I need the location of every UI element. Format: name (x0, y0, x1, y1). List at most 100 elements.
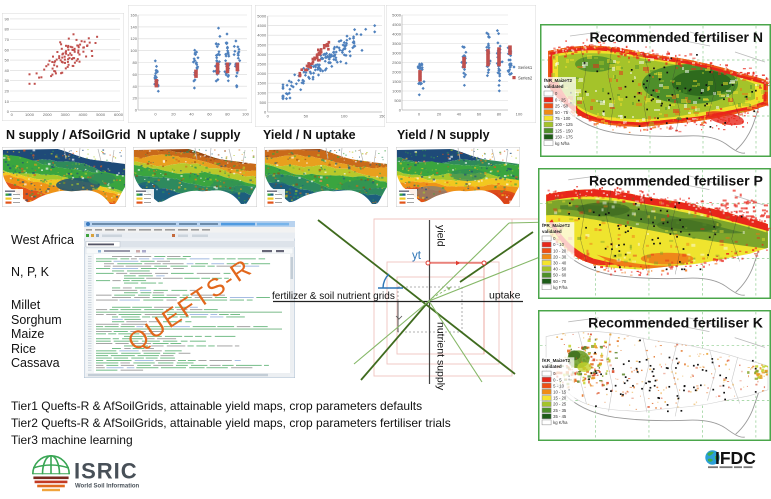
svg-text:2500: 2500 (257, 62, 267, 67)
svg-text:3500: 3500 (257, 42, 267, 47)
svg-text:5000: 5000 (96, 112, 106, 117)
svg-text:60: 60 (477, 112, 482, 117)
svg-text:3000: 3000 (392, 51, 402, 56)
svg-text:Series2: Series2 (518, 76, 533, 81)
svg-text:fNR_MaizeT2: fNR_MaizeT2 (544, 78, 573, 83)
svg-text:125 - 150: 125 - 150 (555, 128, 573, 133)
svg-text:0: 0 (135, 108, 138, 113)
svg-text:nutrient supply: nutrient supply (435, 322, 447, 391)
svg-text:60: 60 (207, 112, 212, 117)
svg-text:4500: 4500 (392, 22, 402, 27)
svg-text:20: 20 (133, 96, 138, 101)
svg-text:kg N/ha: kg N/ha (555, 141, 570, 146)
svg-text:30: 30 (5, 78, 10, 83)
svg-text:120: 120 (130, 36, 137, 41)
svg-text:1000: 1000 (392, 89, 402, 94)
svg-text:80: 80 (5, 27, 10, 32)
svg-text:100: 100 (516, 112, 523, 117)
svg-text:20 - 25: 20 - 25 (553, 402, 567, 407)
svg-text:100: 100 (242, 112, 249, 117)
svg-text:validated: validated (542, 364, 562, 369)
svg-text:80: 80 (133, 60, 138, 65)
svg-text:World Soil Information: World Soil Information (75, 484, 140, 490)
svg-text:fertilizer & soil nutrient gri: fertilizer & soil nutrient grids (272, 291, 395, 302)
svg-text:50 - 60: 50 - 60 (553, 273, 567, 278)
svg-text:0: 0 (555, 91, 558, 96)
svg-text:1000: 1000 (25, 112, 35, 117)
svg-text:Recommended fertiliser P: Recommended fertiliser P (589, 173, 763, 189)
svg-text:5 - 10: 5 - 10 (553, 383, 564, 388)
svg-text:validated: validated (544, 84, 564, 89)
svg-text:uptake: uptake (489, 290, 521, 302)
svg-text:10 - 15: 10 - 15 (553, 390, 567, 395)
svg-text:0: 0 (418, 112, 421, 117)
svg-text:60 - 70: 60 - 70 (553, 279, 567, 284)
svg-text:3000: 3000 (61, 112, 71, 117)
svg-text:80: 80 (225, 112, 230, 117)
svg-text:500: 500 (260, 100, 267, 105)
svg-text:0 - 25: 0 - 25 (555, 97, 566, 102)
svg-text:140: 140 (130, 24, 137, 29)
svg-text:2000: 2000 (43, 112, 53, 117)
svg-text:6000: 6000 (114, 112, 124, 117)
svg-text:4000: 4000 (78, 112, 88, 117)
svg-text:50: 50 (304, 114, 309, 119)
svg-text:0: 0 (267, 114, 270, 119)
svg-text:Recommended fertiliser N: Recommended fertiliser N (590, 29, 764, 45)
svg-text:20: 20 (5, 89, 10, 94)
svg-text:20: 20 (437, 112, 442, 117)
svg-text:4000: 4000 (392, 32, 402, 37)
svg-text:kg P/ha: kg P/ha (553, 285, 568, 290)
svg-text:yt: yt (412, 250, 422, 262)
svg-text:0: 0 (553, 236, 556, 241)
svg-text:Series1: Series1 (518, 65, 533, 70)
svg-text:40: 40 (5, 68, 10, 73)
svg-text:40: 40 (457, 112, 462, 117)
svg-text:20: 20 (171, 112, 176, 117)
svg-text:30 - 40: 30 - 40 (553, 261, 567, 266)
svg-text:40: 40 (189, 112, 194, 117)
svg-text:25 - 35: 25 - 35 (553, 408, 567, 413)
svg-text:40 - 50: 40 - 50 (553, 267, 567, 272)
svg-text:25 - 50: 25 - 50 (555, 104, 569, 109)
svg-text:3000: 3000 (257, 52, 267, 57)
svg-text:IFDC: IFDC (715, 448, 756, 468)
svg-text:80: 80 (497, 112, 502, 117)
svg-text:0: 0 (553, 371, 556, 376)
svg-text:4500: 4500 (257, 23, 267, 28)
svg-text:2000: 2000 (257, 71, 267, 76)
svg-text:Recommended fertiliser K: Recommended fertiliser K (588, 315, 763, 331)
svg-text:5000: 5000 (392, 13, 402, 18)
svg-text:50: 50 (5, 58, 10, 63)
svg-text:160: 160 (130, 13, 137, 18)
svg-text:15 - 20: 15 - 20 (553, 396, 567, 401)
svg-text:0: 0 (7, 109, 10, 114)
svg-text:0 - 10: 0 - 10 (553, 242, 564, 247)
svg-text:0: 0 (399, 108, 402, 113)
svg-text:90: 90 (5, 16, 10, 21)
svg-text:ISRIC: ISRIC (74, 459, 138, 484)
svg-text:yield: yield (435, 225, 447, 247)
svg-text:75 - 100: 75 - 100 (555, 116, 571, 121)
svg-text:4000: 4000 (257, 33, 267, 38)
svg-text:kg K/ha: kg K/ha (553, 420, 568, 425)
svg-text:50 - 75: 50 - 75 (555, 110, 569, 115)
svg-text:1000: 1000 (257, 90, 267, 95)
svg-text:2500: 2500 (392, 60, 402, 65)
svg-text:150 - 175: 150 - 175 (555, 135, 573, 140)
svg-text:20 - 30: 20 - 30 (553, 254, 567, 259)
svg-text:fKR_MaizeT2: fKR_MaizeT2 (542, 358, 571, 363)
svg-text:0 - 5: 0 - 5 (553, 377, 562, 382)
svg-text:60: 60 (133, 72, 138, 77)
svg-text:40: 40 (133, 84, 138, 89)
svg-text:validated: validated (542, 229, 562, 234)
svg-text:100 - 125: 100 - 125 (555, 122, 573, 127)
svg-text:0: 0 (264, 110, 267, 115)
svg-text:0: 0 (11, 112, 14, 117)
svg-text:150: 150 (379, 114, 385, 119)
svg-text:500: 500 (394, 98, 401, 103)
svg-text:100: 100 (341, 114, 348, 119)
svg-text:3500: 3500 (392, 41, 402, 46)
svg-text:100: 100 (130, 48, 137, 53)
svg-text:10: 10 (5, 99, 10, 104)
